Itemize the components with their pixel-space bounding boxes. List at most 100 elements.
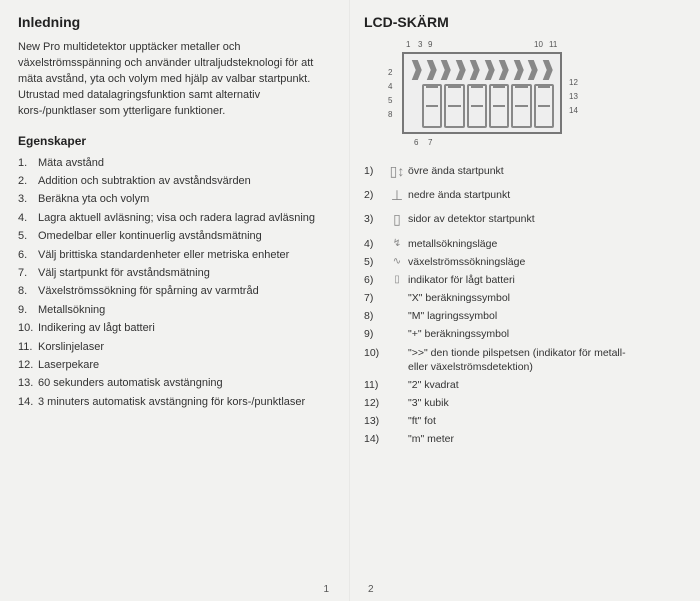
property-item: 2.Addition och subtraktion av avståndsvä… [18,174,331,189]
property-item: 12.Laserpekare [18,358,331,373]
property-number: 8. [18,284,38,299]
legend-item: 6)▯indikator för lågt batteri [364,273,690,287]
seven-seg-digit [444,84,464,128]
property-text: Lagra aktuell avläsning; visa och radera… [38,211,331,226]
chevron-icon [497,60,511,80]
legend-icon: ▯ [386,212,408,226]
legend-text: "+" beräkningssymbol [408,327,690,341]
legend-item: 5)∿växelströmssökningsläge [364,255,690,269]
callout-11: 11 [549,40,557,49]
legend-text: "m" meter [408,432,690,446]
property-text: 60 sekunders automatisk avstängning [38,376,331,391]
page-left: Inledning New Pro multidetektor upptäcke… [0,0,350,601]
property-item: 10.Indikering av lågt batteri [18,321,331,336]
property-text: Beräkna yta och volym [38,192,331,207]
intro-text: New Pro multidetektor upptäcker metaller… [18,40,331,120]
callout-8: 8 [388,110,392,119]
property-number: 11. [18,340,38,355]
property-number: 7. [18,266,38,281]
legend-item: 8) "M" lagringssymbol [364,309,690,323]
chevron-icon [410,60,424,80]
seven-seg-digit [467,84,487,128]
legend-text: ">>" den tionde pilspetsen (indikator fö… [408,346,690,360]
property-text: Addition och subtraktion av avståndsvärd… [38,174,331,189]
chevron-icon [483,60,497,80]
legend-text: växelströmssökningsläge [408,255,690,269]
property-item: 9.Metallsökning [18,303,331,318]
property-number: 10. [18,321,38,336]
callout-12: 12 [569,78,578,87]
legend-text: "M" lagringssymbol [408,309,690,323]
property-text: Välj startpunkt för avståndsmätning [38,266,331,281]
legend-icon: ▯ [386,273,408,287]
legend-item: 3)▯sidor av detektor startpunkt [364,212,690,226]
property-text: Korslinjelaser [38,340,331,355]
property-item: 4.Lagra aktuell avläsning; visa och rade… [18,211,331,226]
property-item: 5.Omedelbar eller kontinuerlig avståndsm… [18,229,331,244]
property-item: 13.60 sekunders automatisk avstängning [18,376,331,391]
callout-13: 13 [569,92,578,101]
legend-text: nedre ända startpunkt [408,188,690,202]
property-text: Laserpekare [38,358,331,373]
legend-number: 8) [364,309,386,323]
legend-number: 12) [364,396,386,410]
seven-seg-digit [534,84,554,128]
property-text: Metallsökning [38,303,331,318]
legend-number: 14) [364,432,386,446]
legend-item: 12) "3" kubik [364,396,690,410]
property-number: 3. [18,192,38,207]
legend-text: "3" kubik [408,396,690,410]
lcd-frame: ↯ ∿ M [402,52,562,134]
legend-item: 4)↯metallsökningsläge [364,237,690,251]
property-number: 5. [18,229,38,244]
legend-icon: ▯↕ [386,164,408,178]
legend-text: "ft" fot [408,414,690,428]
legend-text: "X" beräkningssymbol [408,291,690,305]
callout-1: 1 [406,40,410,49]
legend-list: 1)▯↕övre ända startpunkt2)⊥nedre ända st… [364,164,690,447]
legend-text: övre ända startpunkt [408,164,690,178]
legend-item: 1)▯↕övre ända startpunkt [364,164,690,178]
property-item: 6.Välj brittiska standardenheter eller m… [18,248,331,263]
legend-item: 13) "ft" fot [364,414,690,428]
property-item: 11.Korslinjelaser [18,340,331,355]
lcd-arrow-row [410,60,554,80]
legend-number: 11) [364,378,386,392]
property-item: 1.Mäta avstånd [18,156,331,171]
legend-item: 9) "+" beräkningssymbol [364,327,690,341]
chevron-icon [541,60,555,80]
legend-number: 4) [364,237,386,251]
properties-title: Egenskaper [18,134,331,148]
callout-2: 2 [388,68,392,77]
property-item: 8.Växelströmssökning för spårning av var… [18,284,331,299]
property-number: 2. [18,174,38,189]
property-text: Mäta avstånd [38,156,331,171]
legend-number: 5) [364,255,386,269]
property-number: 6. [18,248,38,263]
legend-icon: ∿ [386,255,408,269]
property-text: 3 minuters automatisk avstängning för ko… [38,395,331,410]
lcd-digit-row [422,84,554,128]
property-number: 12. [18,358,38,373]
legend-number: 2) [364,188,386,202]
chevron-icon [439,60,453,80]
seven-seg-digit [489,84,509,128]
callout-4: 4 [388,82,392,91]
properties-list: 1.Mäta avstånd 2.Addition och subtraktion… [18,156,331,410]
chevron-icon [425,60,439,80]
callout-7: 7 [428,138,432,147]
legend-item: 10) ">>" den tionde pilspetsen (indikator… [364,346,690,360]
property-text: Omedelbar eller kontinuerlig avståndsmät… [38,229,331,244]
legend-text: sidor av detektor startpunkt [408,212,690,226]
property-number: 13. [18,376,38,391]
callout-14: 14 [569,106,578,115]
callout-5: 5 [388,96,392,105]
legend-number: 10) [364,346,386,360]
property-number: 4. [18,211,38,226]
legend-number: 9) [364,327,386,341]
legend-number: 6) [364,273,386,287]
legend-text: metallsökningsläge [408,237,690,251]
legend-number: 7) [364,291,386,305]
legend-number: 13) [364,414,386,428]
right-title: LCD-SKÄRM [364,14,690,30]
